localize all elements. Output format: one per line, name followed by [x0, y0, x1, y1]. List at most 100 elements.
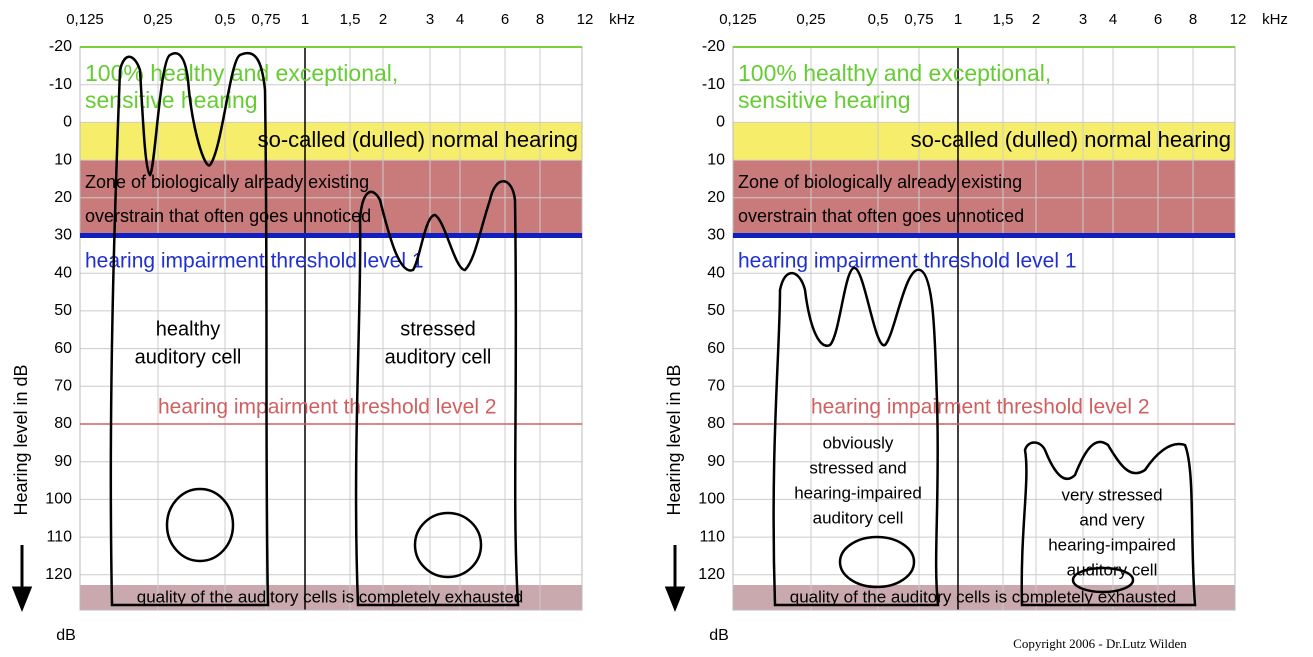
x-label: 1 — [954, 11, 962, 28]
y-label: 20 — [707, 189, 725, 206]
x-label: 12 — [1230, 11, 1247, 28]
cell-label: healthy — [156, 318, 221, 340]
cell-nucleus — [838, 535, 916, 589]
zone-text: quality of the auditory cells is complet… — [137, 587, 523, 606]
cell-label: hearing-impaired — [794, 483, 922, 502]
x-label: 12 — [577, 11, 594, 28]
x-label: 0,5 — [215, 11, 236, 28]
y-label: 40 — [54, 264, 72, 281]
y-label: -10 — [702, 76, 725, 93]
cell-outline — [354, 180, 520, 607]
copyright: Copyright 2006 - Dr.Lutz Wilden — [1013, 636, 1187, 651]
y-label: 110 — [46, 528, 72, 545]
zone-text: so-called (dulled) normal hearing — [258, 127, 578, 152]
x-label: 2 — [379, 11, 387, 28]
y-label: 50 — [54, 302, 72, 319]
zone-text: hearing impairment threshold level 2 — [158, 396, 497, 419]
cell-label: auditory cell — [1067, 560, 1158, 579]
x-label: 0,75 — [904, 11, 933, 28]
zone-text: sensitive hearing — [738, 87, 911, 113]
cell-label: hearing-impaired — [1048, 535, 1176, 554]
x-label: 0,25 — [143, 11, 172, 28]
normal-band — [733, 122, 1235, 161]
cell-outline — [1020, 440, 1197, 607]
audiogram: -20 -10 0 10 20 30 40 50 60 70 80 90 100 110 120 0,125 0… — [11, 11, 635, 644]
cell-label: very stressed — [1061, 485, 1162, 504]
y-label: 100 — [45, 491, 72, 508]
cell-outline — [772, 266, 940, 607]
y-label: 120 — [45, 566, 72, 583]
y-unit: dB — [56, 627, 76, 644]
cell-nucleus — [165, 487, 235, 563]
y-label: 60 — [707, 340, 725, 357]
y-label: 90 — [707, 453, 725, 470]
y-label: 90 — [54, 453, 72, 470]
cell-label: and very — [1079, 510, 1145, 529]
cell-label: auditory cell — [135, 346, 242, 368]
axis-arrow — [664, 545, 686, 613]
y-label: 30 — [707, 227, 725, 244]
x-label: 8 — [1189, 11, 1197, 28]
y-label: -20 — [702, 38, 725, 55]
x-label: 0,25 — [796, 11, 825, 28]
y-label: 80 — [707, 415, 725, 432]
y-label: 70 — [54, 378, 72, 395]
zone-text: so-called (dulled) normal hearing — [911, 127, 1231, 152]
y-label: 100 — [698, 491, 725, 508]
y-label: 40 — [707, 264, 725, 281]
x-unit: kHz — [609, 11, 635, 28]
x-label: 6 — [501, 11, 509, 28]
x-label: 0,75 — [251, 11, 280, 28]
cell-label: obviously — [823, 433, 894, 452]
zone-text: sensitive hearing — [85, 87, 258, 113]
x-label: 6 — [1154, 11, 1162, 28]
cell-label: stressed — [400, 318, 476, 340]
zone-text: quality of the auditory cells is complet… — [790, 587, 1176, 606]
x-label: 4 — [456, 11, 464, 28]
cell-nucleus — [1071, 566, 1135, 594]
cell-label: auditory cell — [385, 346, 492, 368]
x-label: 1,5 — [340, 11, 361, 28]
x-label: 1 — [301, 11, 309, 28]
y-label: 80 — [54, 415, 72, 432]
zone-text: Zone of biologically already existing — [738, 172, 1022, 192]
cell-nucleus — [413, 511, 483, 579]
y-label: 70 — [707, 378, 725, 395]
zone-text: hearing impairment threshold level 1 — [85, 250, 424, 273]
zone-text: hearing impairment threshold level 2 — [811, 396, 1150, 419]
cell-outline — [109, 52, 270, 607]
zone-text: hearing impairment threshold level 1 — [738, 250, 1077, 273]
y-label: 20 — [54, 189, 72, 206]
x-label: 0,5 — [868, 11, 889, 28]
y-label: 60 — [54, 340, 72, 357]
x-label: 3 — [426, 11, 434, 28]
y-axis-title: Hearing level in dB — [664, 364, 684, 515]
y-label: 110 — [699, 528, 725, 545]
x-label: 0,125 — [719, 11, 757, 28]
y-unit: dB — [709, 627, 729, 644]
y-label: 10 — [54, 151, 72, 168]
y-label: 10 — [707, 151, 725, 168]
zone-text: overstrain that often goes unnoticed — [85, 206, 371, 226]
axis-arrow — [11, 545, 33, 613]
audiogram: -20 -10 0 10 20 30 40 50 60 70 80 90 100 110 120 0,125 0… — [664, 11, 1288, 644]
zone-text: 100% healthy and exceptional, — [738, 60, 1051, 86]
cell-label: stressed and — [809, 458, 906, 477]
x-label: 1,5 — [993, 11, 1014, 28]
zone-text: Zone of biologically already existing — [85, 172, 369, 192]
y-label: 0 — [716, 114, 725, 131]
x-label: 8 — [536, 11, 544, 28]
y-label: 50 — [707, 302, 725, 319]
zone-text: 100% healthy and exceptional, — [85, 60, 398, 86]
y-label: -20 — [49, 38, 72, 55]
x-label: 2 — [1032, 11, 1040, 28]
y-label: 30 — [54, 227, 72, 244]
normal-band — [80, 122, 582, 161]
y-axis-title: Hearing level in dB — [11, 364, 31, 515]
x-unit: kHz — [1262, 11, 1288, 28]
y-label: -10 — [49, 76, 72, 93]
x-label: 0,125 — [66, 11, 104, 28]
y-label: 0 — [63, 114, 72, 131]
x-label: 4 — [1109, 11, 1117, 28]
